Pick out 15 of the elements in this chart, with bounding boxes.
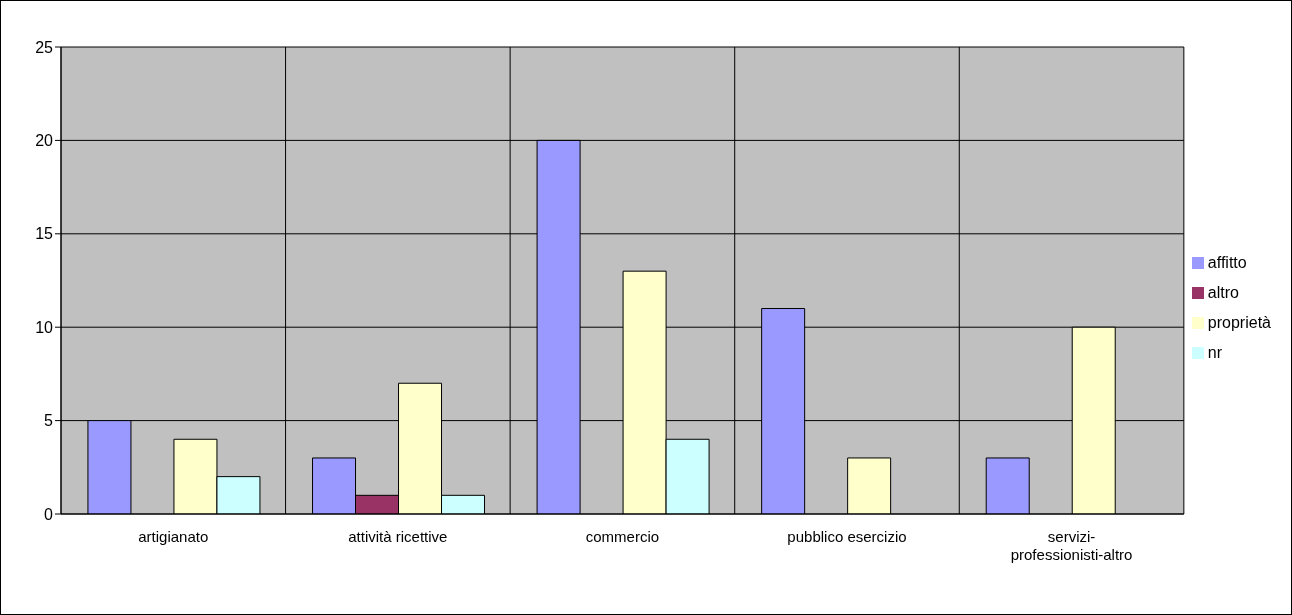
- y-tick-label: 15: [35, 225, 54, 243]
- x-tick-label: servizi-professionisti-altro: [1010, 527, 1133, 563]
- x-tick-label: commercio: [585, 527, 660, 545]
- legend-label: nr: [1207, 343, 1223, 361]
- legend-label: affitto: [1207, 253, 1247, 271]
- y-tick-label: 20: [35, 132, 54, 150]
- x-tick-label: attività ricettive: [348, 527, 448, 545]
- y-tick-label: 25: [35, 38, 54, 56]
- y-tick-label: 10: [35, 318, 54, 336]
- legend-label: proprietà: [1207, 313, 1271, 331]
- x-tick-label: pubblico esercizio: [787, 527, 907, 545]
- y-tick-label: 5: [44, 412, 54, 430]
- y-tick-label: 0: [44, 505, 54, 523]
- x-tick-label: artigianato: [138, 527, 209, 545]
- legend-label: altro: [1207, 283, 1239, 301]
